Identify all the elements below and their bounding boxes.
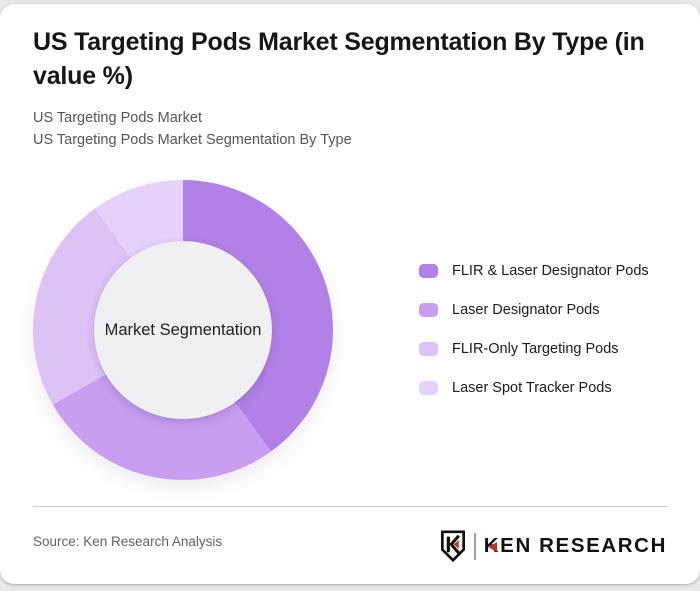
chart-subtitle: US Targeting Pods Market US Targeting Po… — [33, 108, 352, 151]
donut-center: Market Segmentation — [94, 241, 272, 419]
donut-center-label: Market Segmentation — [104, 320, 262, 339]
legend-item-2[interactable]: FLIR-Only Targeting Pods — [419, 340, 649, 357]
subtitle-line-2: US Targeting Pods Market Segmentation By… — [33, 131, 352, 148]
donut-chart[interactable]: Market Segmentation — [33, 180, 333, 480]
subtitle-line-1: US Targeting Pods Market — [33, 110, 202, 126]
legend-swatch — [419, 341, 438, 356]
legend-label: Laser Designator Pods — [452, 301, 600, 318]
logo-separator — [473, 532, 476, 560]
page-title: US Targeting Pods Market Segmentation By… — [33, 28, 645, 90]
legend-item-0[interactable]: FLIR & Laser Designator Pods — [419, 262, 649, 279]
legend: FLIR & Laser Designator Pods Laser Design… — [419, 263, 649, 419]
legend-swatch — [419, 263, 438, 278]
footer-divider — [33, 506, 668, 507]
logo-wordmark: K EN RESEARCH — [484, 534, 667, 558]
legend-item-3[interactable]: Laser Spot Tracker Pods — [419, 379, 649, 396]
legend-label: FLIR-Only Targeting Pods — [452, 340, 619, 357]
chart-card: US Targeting Pods Market Segmentation By… — [0, 4, 700, 584]
legend-label: Laser Spot Tracker Pods — [452, 379, 612, 396]
logo-text: EN RESEARCH — [500, 534, 667, 557]
shield-k-icon — [440, 530, 465, 562]
ken-research-logo: K EN RESEARCH — [439, 530, 667, 562]
red-triangle-icon — [488, 542, 498, 552]
source-text: Source: Ken Research Analysis — [33, 534, 223, 549]
legend-label: FLIR & Laser Designator Pods — [452, 262, 649, 279]
legend-swatch — [419, 302, 438, 317]
legend-item-1[interactable]: Laser Designator Pods — [419, 301, 649, 318]
legend-swatch — [419, 380, 438, 395]
